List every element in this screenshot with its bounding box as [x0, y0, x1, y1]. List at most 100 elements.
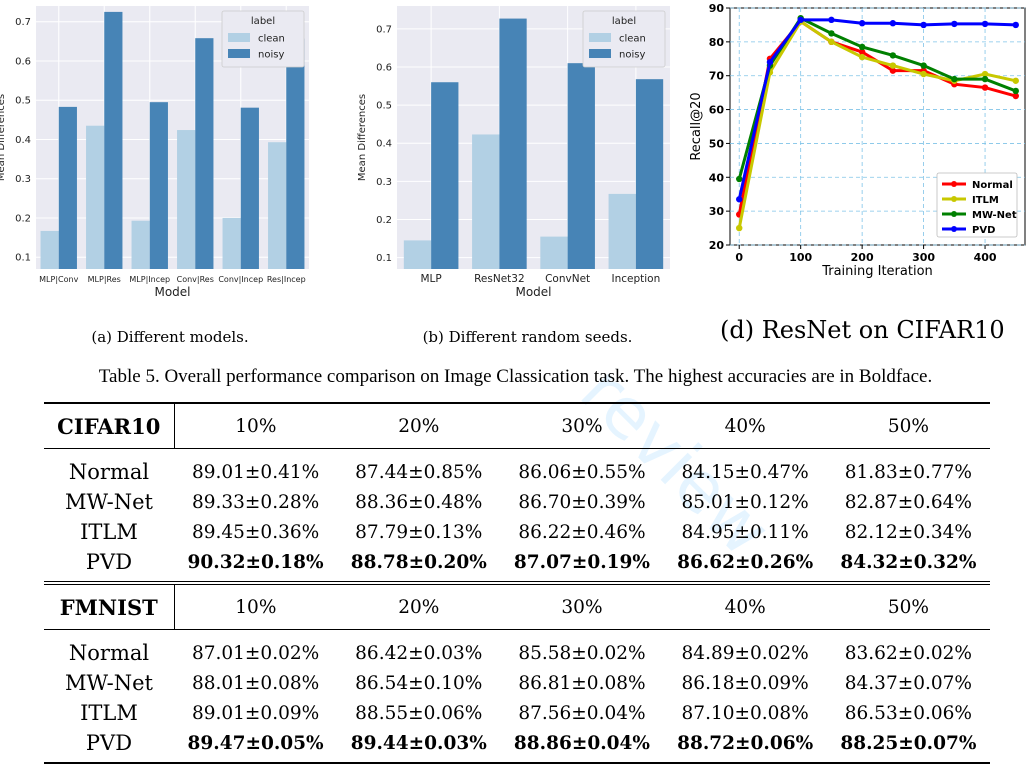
- noise-level-header: 30%: [500, 402, 664, 449]
- point-MW-Net: [920, 62, 927, 69]
- x-tick-label: 100: [789, 251, 812, 264]
- legend-marker-ITLM: [951, 196, 957, 202]
- noise-level-header: 20%: [337, 402, 501, 449]
- bar-noisy: [499, 18, 527, 269]
- bar-noisy: [635, 79, 664, 269]
- legend-swatch-clean: [228, 33, 250, 42]
- noise-level-header: 10%: [174, 583, 338, 630]
- noise-level-header: 50%: [826, 402, 990, 449]
- table-cell-best: 84.32±0.32%: [826, 547, 990, 585]
- table-cell: 86.22±0.46%: [518, 521, 646, 543]
- table-cell: 86.81±0.08%: [518, 672, 646, 694]
- point-PVD: [889, 20, 897, 27]
- bar-clean: [131, 220, 150, 269]
- point-PVD: [766, 58, 774, 66]
- y-tick-label: 0.4: [376, 139, 392, 150]
- x-tick-label: MLP: [421, 273, 442, 285]
- legend-swatch-clean: [589, 33, 611, 42]
- bar-noisy: [104, 11, 123, 269]
- x-axis-label: Model: [515, 285, 551, 299]
- noise-level-header: 10%: [174, 402, 338, 449]
- legend-marker-Normal: [951, 181, 957, 187]
- table-cell: 88.36±0.48%: [355, 491, 483, 513]
- table-cell: 84.89±0.02%: [681, 642, 809, 664]
- bar-clean: [472, 134, 500, 269]
- y-tick-label: 70: [709, 70, 725, 83]
- table-cell-best: 87.07±0.19%: [500, 547, 664, 585]
- point-MW-Net: [981, 75, 989, 83]
- x-tick-label: MLP|Res: [88, 275, 121, 284]
- noise-level-header: 30%: [500, 583, 664, 630]
- table-cell: 86.18±0.09%: [681, 672, 809, 694]
- point-ITLM: [920, 70, 927, 78]
- y-tick-label: 0.5: [376, 101, 392, 112]
- x-axis-label: Training Iteration: [821, 264, 933, 279]
- y-tick-label: 0.3: [15, 174, 31, 185]
- point-ITLM: [889, 62, 897, 69]
- table-row: ITLM 89.45±0.36% 87.79±0.13% 86.22±0.46%…: [44, 517, 990, 547]
- table-cell: 86.54±0.10%: [355, 672, 483, 694]
- chart-a-different-models: 0.1 0.2 0.3 0.4 0.5 0.6 0.7 MLP|Conv MLP|Res MLP|…: [0, 0, 320, 305]
- table-cell: 84.37±0.07%: [844, 672, 972, 694]
- x-tick-label: MLP|Incep: [129, 275, 170, 284]
- y-axis-label: Mean Differences: [0, 94, 7, 181]
- series-line-ITLM: [737, 19, 1017, 229]
- bar-noisy: [431, 82, 459, 270]
- point-Normal: [889, 67, 897, 74]
- method-name: PVD: [44, 728, 174, 764]
- caption-d: (d) ResNet on CIFAR10: [720, 316, 1005, 344]
- y-tick-label: 80: [709, 36, 725, 49]
- table-cell: 84.95±0.11%: [681, 521, 809, 543]
- bar-clean: [540, 236, 568, 269]
- bar-noisy: [58, 106, 77, 270]
- table-row: Normal 87.01±0.02% 86.42±0.03% 85.58±0.0…: [44, 630, 990, 669]
- table-header-row: CIFAR10 10% 20% 30% 40% 50%: [44, 402, 990, 449]
- y-axis-label: Mean Differences: [357, 94, 368, 181]
- table-cell: 87.56±0.04%: [518, 702, 646, 724]
- noise-level-header: 50%: [826, 583, 990, 630]
- table-cell: 85.58±0.02%: [518, 642, 646, 664]
- point-MW-Net: [828, 30, 835, 37]
- y-tick-label: 0.4: [15, 135, 31, 146]
- point-PVD: [858, 20, 866, 27]
- table-cell-best: 90.32±0.18%: [174, 547, 338, 585]
- legend-marker-PVD: [951, 226, 957, 232]
- table-caption: Table 5. Overall performance comparison …: [98, 366, 933, 387]
- legend-label-PVD: PVD: [972, 225, 995, 236]
- y-tick-label: 0.7: [376, 24, 392, 35]
- x-tick-label: Res|Incep: [267, 275, 306, 284]
- y-tick-label: 50: [709, 137, 725, 150]
- bar-clean: [403, 240, 432, 269]
- bar-noisy: [149, 102, 168, 270]
- bar-noisy: [567, 63, 595, 269]
- table-cell: 89.45±0.36%: [191, 521, 320, 543]
- x-tick-label: 200: [851, 251, 874, 264]
- point-ITLM: [736, 224, 743, 232]
- legend-swatch-noisy: [228, 49, 250, 58]
- table-row: ITLM 89.01±0.09% 88.55±0.06% 87.56±0.04%…: [44, 698, 990, 728]
- series-line-PVD: [737, 18, 1016, 200]
- x-tick-label: ConvNet: [545, 273, 590, 285]
- legend-label-Normal: Normal: [972, 180, 1013, 191]
- legend-label-MW-Net: MW-Net: [972, 210, 1017, 221]
- x-tick-label: 300: [912, 251, 935, 264]
- point-PVD: [797, 16, 804, 24]
- table-cell: 87.10±0.08%: [681, 702, 809, 724]
- table-cell: 85.01±0.12%: [681, 491, 809, 513]
- y-tick-label: 0.3: [376, 177, 392, 188]
- table-cell: 83.62±0.02%: [844, 642, 972, 664]
- point-ITLM: [981, 70, 989, 78]
- method-name: Normal: [68, 460, 150, 484]
- legend-title: label: [251, 16, 275, 27]
- noise-level-header: 20%: [337, 583, 501, 630]
- x-axis-label: Model: [154, 285, 190, 299]
- table-cell: 88.55±0.06%: [355, 702, 483, 724]
- table-row: MW-Net 88.01±0.08% 86.54±0.10% 86.81±0.0…: [44, 668, 990, 698]
- x-tick-label: Conv|Incep: [218, 275, 263, 284]
- noise-level-header: 40%: [663, 583, 827, 630]
- bar-noisy: [195, 38, 214, 269]
- table-cell: 82.12±0.34%: [844, 521, 972, 543]
- point-ITLM: [1012, 77, 1019, 84]
- table-cell-best: 89.44±0.03%: [337, 728, 501, 764]
- legend-marker-MW-Net: [951, 211, 957, 217]
